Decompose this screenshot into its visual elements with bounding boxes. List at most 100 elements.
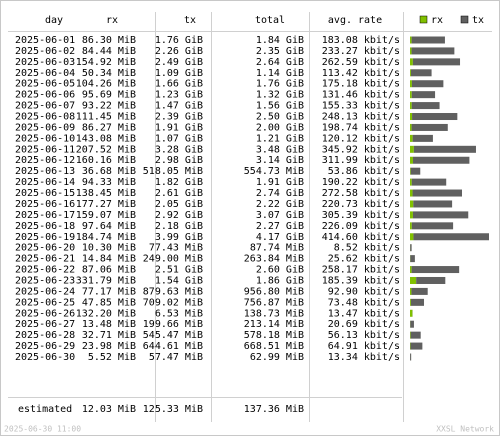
cell: 248.13 kbit/s bbox=[322, 112, 400, 123]
day-label: 2025-06-14 bbox=[15, 177, 75, 188]
cell: 1.84 GiB bbox=[256, 35, 304, 46]
day-label: 2025-06-23 bbox=[15, 275, 75, 286]
cell: 1.91 GiB bbox=[155, 122, 203, 133]
rx-bar bbox=[410, 233, 414, 241]
cell: 3.14 GiB bbox=[256, 155, 304, 166]
tx-bar bbox=[413, 145, 476, 153]
cell: 2.00 GiB bbox=[256, 122, 304, 133]
column-header: total bbox=[255, 15, 285, 26]
tx-bar bbox=[410, 255, 415, 263]
day-label: 2025-06-04 bbox=[15, 68, 75, 79]
cell: 220.73 kbit/s bbox=[322, 199, 400, 210]
cell: 1.09 GiB bbox=[155, 68, 203, 79]
cell: 77.17 MiB bbox=[82, 286, 136, 297]
tx-bar bbox=[413, 200, 453, 208]
tx-bar bbox=[412, 134, 433, 142]
cell: 2.61 GiB bbox=[155, 188, 203, 199]
summary-label: estimated bbox=[18, 404, 72, 415]
cell: 143.08 MiB bbox=[76, 133, 136, 144]
day-label: 2025-06-28 bbox=[15, 330, 75, 341]
day-label: 2025-06-17 bbox=[15, 210, 75, 221]
cell: 199.66 MiB bbox=[143, 319, 203, 330]
cell: 57.47 MiB bbox=[149, 352, 203, 363]
tx-bar bbox=[410, 320, 414, 328]
rx-bar bbox=[410, 276, 417, 284]
cell: 10.30 MiB bbox=[82, 243, 136, 254]
cell: 233.27 kbit/s bbox=[322, 46, 400, 57]
rx-bar bbox=[410, 47, 412, 55]
day-label: 2025-06-20 bbox=[15, 243, 75, 254]
cell: 311.99 kbit/s bbox=[322, 155, 400, 166]
cell: 2.51 GiB bbox=[155, 265, 203, 276]
column-header: avg. rate bbox=[328, 15, 382, 26]
cell: 4.17 GiB bbox=[256, 232, 304, 243]
cell: 2.22 GiB bbox=[256, 199, 304, 210]
column-header: rx bbox=[106, 15, 118, 26]
cell: 50.34 MiB bbox=[82, 68, 136, 79]
summary-cell: 125.33 MiB bbox=[143, 404, 203, 415]
cell: 226.09 kbit/s bbox=[322, 221, 400, 232]
cell: 184.74 MiB bbox=[76, 232, 136, 243]
day-label: 2025-06-10 bbox=[15, 133, 75, 144]
cell: 213.14 MiB bbox=[244, 319, 304, 330]
cell: 1.54 GiB bbox=[155, 275, 203, 286]
cell: 2.98 GiB bbox=[155, 155, 203, 166]
cell: 345.92 kbit/s bbox=[322, 144, 400, 155]
day-label: 2025-06-19 bbox=[15, 232, 75, 243]
tx-bar bbox=[410, 298, 425, 306]
cell: 1.14 GiB bbox=[256, 68, 304, 79]
cell: 2.74 GiB bbox=[256, 188, 304, 199]
tx-bar bbox=[411, 102, 440, 110]
cell: 138.45 MiB bbox=[76, 188, 136, 199]
rx-bar bbox=[410, 91, 412, 99]
cell: 1.32 GiB bbox=[256, 90, 304, 101]
rx-bar bbox=[410, 266, 412, 274]
cell: 198.74 kbit/s bbox=[322, 122, 400, 133]
cell: 120.12 kbit/s bbox=[322, 133, 400, 144]
cell: 2.26 GiB bbox=[155, 46, 203, 57]
cell: 13.34 kbit/s bbox=[328, 352, 400, 363]
tx-bar bbox=[411, 123, 448, 131]
cell: 20.69 kbit/s bbox=[328, 319, 400, 330]
rx-bar bbox=[410, 36, 412, 44]
cell: 56.13 kbit/s bbox=[328, 330, 400, 341]
day-label: 2025-06-03 bbox=[15, 57, 75, 68]
cell: 1.07 GiB bbox=[155, 133, 203, 144]
cell: 1.76 GiB bbox=[155, 35, 203, 46]
day-label: 2025-06-05 bbox=[15, 79, 75, 90]
legend-tx-swatch bbox=[460, 15, 469, 24]
cell: 2.39 GiB bbox=[155, 112, 203, 123]
cell: 2.05 GiB bbox=[155, 199, 203, 210]
tx-bar bbox=[411, 80, 444, 88]
rx-bar bbox=[410, 287, 412, 295]
cell: 1.23 GiB bbox=[155, 90, 203, 101]
day-label: 2025-06-24 bbox=[15, 286, 75, 297]
cell: 32.71 MiB bbox=[82, 330, 136, 341]
tx-bar bbox=[411, 36, 445, 44]
day-label: 2025-06-16 bbox=[15, 199, 75, 210]
cell: 86.27 MiB bbox=[82, 122, 136, 133]
rx-bar bbox=[410, 331, 411, 339]
rx-bar bbox=[410, 145, 414, 153]
day-label: 2025-06-06 bbox=[15, 90, 75, 101]
cell: 53.86 kbit/s bbox=[328, 166, 400, 177]
cell: 87.06 MiB bbox=[82, 265, 136, 276]
cell: 154.92 MiB bbox=[76, 57, 136, 68]
day-label: 2025-06-02 bbox=[15, 46, 75, 57]
tx-bar bbox=[416, 276, 446, 284]
summary-cell: 12.03 MiB bbox=[82, 404, 136, 415]
tx-bar bbox=[411, 178, 447, 186]
rx-bar bbox=[410, 309, 413, 317]
cell: 84.44 MiB bbox=[82, 46, 136, 57]
day-label: 2025-06-21 bbox=[15, 254, 75, 265]
rx-bar bbox=[410, 58, 413, 66]
tx-bar bbox=[410, 244, 412, 252]
cell: 1.21 GiB bbox=[256, 133, 304, 144]
day-label: 2025-06-13 bbox=[15, 166, 75, 177]
day-label: 2025-06-08 bbox=[15, 112, 75, 123]
cell: 1.82 GiB bbox=[155, 177, 203, 188]
day-label: 2025-06-27 bbox=[15, 319, 75, 330]
tx-bar bbox=[411, 91, 436, 99]
cell: 93.22 MiB bbox=[82, 101, 136, 112]
cell: 185.39 kbit/s bbox=[322, 275, 400, 286]
